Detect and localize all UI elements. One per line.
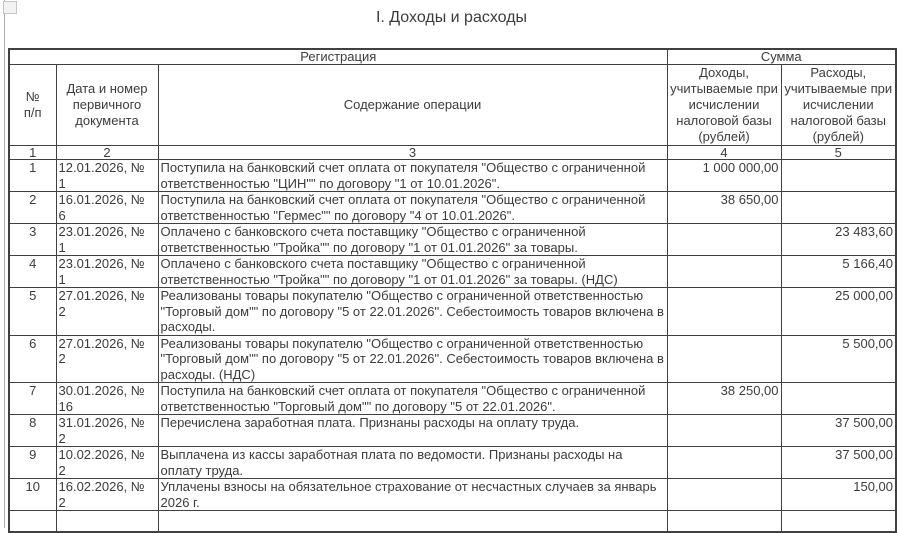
row-expense-cell	[780, 382, 897, 415]
table-row: 3 23.01.2026, № 1 Оплачено с банковского…	[8, 223, 897, 256]
row-income-cell	[666, 287, 782, 336]
row-income-cell: 38 650,00	[666, 191, 782, 224]
row-expense-cell: 37 500,00	[780, 446, 897, 479]
column-header-income: Доходы, учитываемые при исчислении налог…	[666, 64, 782, 146]
column-index-row: 1 2 3 4 5	[8, 145, 897, 160]
partial-content-cell	[157, 510, 668, 533]
column-index-3: 3	[157, 145, 668, 160]
row-expense-cell: 150,00	[780, 478, 897, 511]
group-header-registration: Регистрация	[8, 48, 668, 65]
row-date-cell: 16.01.2026, № 6	[55, 191, 159, 224]
column-header-doc: Дата и номер первичного документа	[55, 64, 159, 146]
row-date-cell: 23.01.2026, № 1	[55, 255, 159, 288]
row-expense-cell: 5 166,40	[780, 255, 897, 288]
partial-income-cell	[666, 510, 782, 533]
column-header-content: Содержание операции	[157, 64, 668, 146]
row-content-cell: Выплачена из кассы заработная плата по в…	[157, 446, 668, 479]
table-row: 6 27.01.2026, № 2 Реализованы товары пок…	[8, 334, 897, 383]
group-header-sum: Сумма	[666, 48, 897, 65]
row-num-cell: 5	[8, 287, 57, 336]
row-content-cell: Оплачено с банковского счета поставщику …	[157, 255, 668, 288]
row-num-cell: 2	[8, 191, 57, 224]
row-income-cell: 38 250,00	[666, 382, 782, 415]
row-content-cell: Уплачены взносы на обязательное страхова…	[157, 478, 668, 511]
table-footer-body	[8, 510, 897, 533]
row-date-cell: 23.01.2026, № 1	[55, 223, 159, 256]
table-row: 2 16.01.2026, № 6 Поступила на банковски…	[8, 191, 897, 224]
column-header-num: № п/п	[8, 64, 57, 146]
column-header-expense: Расходы, учитываемые при исчислении нало…	[780, 64, 897, 146]
pane-left-border	[4, 0, 5, 528]
row-income-cell	[666, 478, 782, 511]
row-date-cell: 10.02.2026, № 2	[55, 446, 159, 479]
row-date-cell: 16.02.2026, № 2	[55, 478, 159, 511]
row-num-cell: 1	[8, 159, 57, 192]
column-index-4: 4	[666, 145, 782, 160]
row-date-cell: 27.01.2026, № 2	[55, 287, 159, 336]
report-title: I. Доходы и расходы	[375, 9, 528, 26]
table-row: 1 12.01.2026, № 1 Поступила на банковски…	[8, 159, 897, 192]
row-content-cell: Реализованы товары покупателю "Общество …	[157, 334, 668, 383]
row-content-cell: Поступила на банковский счет оплата от п…	[157, 191, 668, 224]
row-content-cell: Поступила на банковский счет оплата от п…	[157, 159, 668, 192]
row-income-cell	[666, 223, 782, 256]
row-num-cell: 8	[8, 414, 57, 447]
table-row: 9 10.02.2026, № 2 Выплачена из кассы зар…	[8, 446, 897, 479]
row-content-cell: Перечислена заработная плата. Признаны р…	[157, 414, 668, 447]
column-header-row: № п/п Дата и номер первичного документа …	[8, 64, 897, 146]
row-num-cell: 6	[8, 334, 57, 383]
row-date-cell: 12.01.2026, № 1	[55, 159, 159, 192]
table-body: 1 12.01.2026, № 1 Поступила на банковски…	[8, 159, 897, 511]
column-index-2: 2	[55, 145, 159, 160]
row-date-cell: 31.01.2026, № 2	[55, 414, 159, 447]
group-header-row: Регистрация Сумма	[8, 48, 897, 65]
row-income-cell: 1 000 000,00	[666, 159, 782, 192]
row-num-cell: 9	[8, 446, 57, 479]
row-date-cell: 27.01.2026, № 2	[55, 334, 159, 383]
income-expense-table: Регистрация Сумма № п/п Дата и номер пер…	[8, 48, 897, 533]
partial-num-cell	[8, 510, 57, 533]
table-row: 8 31.01.2026, № 2 Перечислена заработная…	[8, 414, 897, 447]
partial-expense-cell	[780, 510, 897, 533]
row-income-cell	[666, 255, 782, 288]
row-income-cell	[666, 446, 782, 479]
row-date-cell: 30.01.2026, № 16	[55, 382, 159, 415]
table-row: 4 23.01.2026, № 1 Оплачено с банковского…	[8, 255, 897, 288]
row-expense-cell: 37 500,00	[780, 414, 897, 447]
row-num-cell: 7	[8, 382, 57, 415]
partial-date-cell	[55, 510, 159, 533]
row-expense-cell	[780, 159, 897, 192]
row-num-cell: 10	[8, 478, 57, 511]
row-num-cell: 4	[8, 255, 57, 288]
column-index-5: 5	[780, 145, 897, 160]
row-income-cell	[666, 334, 782, 383]
table-row-partial	[8, 510, 897, 533]
table-row: 10 16.02.2026, № 2 Уплачены взносы на об…	[8, 478, 897, 511]
row-expense-cell	[780, 191, 897, 224]
column-index-1: 1	[8, 145, 57, 160]
table-row: 5 27.01.2026, № 2 Реализованы товары пок…	[8, 287, 897, 336]
row-content-cell: Реализованы товары покупателю "Общество …	[157, 287, 668, 336]
row-expense-cell: 25 000,00	[780, 287, 897, 336]
row-num-cell: 3	[8, 223, 57, 256]
row-content-cell: Оплачено с банковского счета поставщику …	[157, 223, 668, 256]
row-content-cell: Поступила на банковский счет оплата от п…	[157, 382, 668, 415]
table-header-body: Регистрация Сумма № п/п Дата и номер пер…	[8, 48, 897, 160]
row-expense-cell: 5 500,00	[780, 334, 897, 383]
table-row: 7 30.01.2026, № 16 Поступила на банковск…	[8, 382, 897, 415]
row-income-cell	[666, 414, 782, 447]
row-expense-cell: 23 483,60	[780, 223, 897, 256]
pane-corner-box	[3, 1, 17, 14]
